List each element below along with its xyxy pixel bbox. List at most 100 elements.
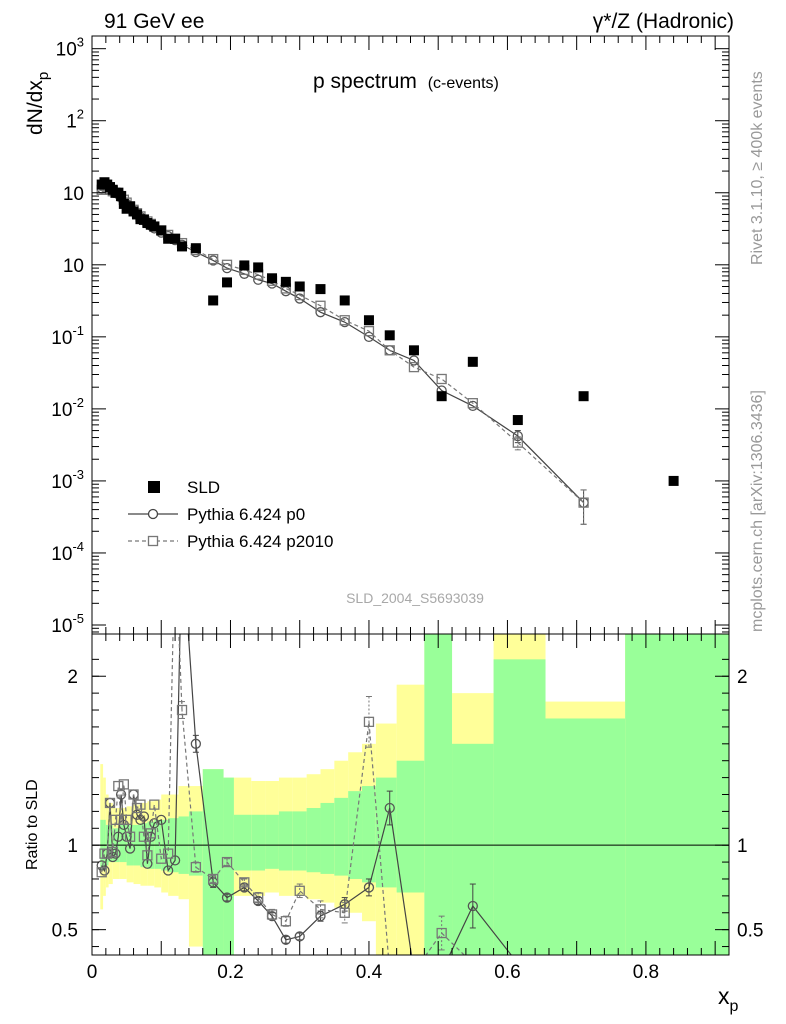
square-marker bbox=[266, 909, 278, 920]
data-point bbox=[239, 260, 250, 271]
circle-marker bbox=[169, 855, 181, 866]
band-inner bbox=[625, 634, 729, 955]
series-line bbox=[101, 634, 466, 955]
data-point bbox=[125, 201, 136, 212]
circle-marker bbox=[512, 430, 523, 442]
y-tick-label: 10 bbox=[63, 184, 84, 205]
band-inner bbox=[306, 808, 321, 873]
data-point bbox=[363, 315, 374, 326]
circle-marker bbox=[99, 865, 110, 876]
ratio-y-tick-label-left: 0.5 bbox=[52, 921, 78, 942]
header-left: 91 GeV ee bbox=[104, 10, 204, 33]
y-tick-base: 10 bbox=[56, 40, 77, 61]
header-right: γ*/Z (Hadronic) bbox=[593, 10, 734, 33]
band-inner bbox=[334, 797, 349, 876]
square-marker bbox=[239, 877, 250, 888]
y-tick-base: 10 bbox=[51, 472, 72, 493]
x-label-sub: p bbox=[730, 998, 739, 1015]
ratio-plot-series bbox=[92, 537, 729, 976]
y-tick-label: 10-2 bbox=[51, 395, 84, 421]
square-marker bbox=[115, 814, 127, 825]
data-point bbox=[294, 281, 305, 292]
square-marker bbox=[135, 799, 146, 810]
y-tick-exponent: -1 bbox=[72, 323, 84, 338]
square-marker bbox=[467, 398, 478, 409]
data-point bbox=[170, 233, 181, 244]
circle-marker bbox=[124, 843, 136, 854]
data-point bbox=[339, 295, 350, 306]
y-tick-base: 1 bbox=[66, 112, 77, 133]
band-inner bbox=[320, 802, 335, 874]
square-marker bbox=[149, 799, 160, 810]
data-point bbox=[190, 243, 201, 254]
legend-marker-sld bbox=[148, 481, 160, 493]
band-inner bbox=[251, 814, 266, 871]
y-tick-base: 10 bbox=[63, 184, 84, 205]
data-point bbox=[149, 221, 160, 232]
ratio-y-tick-label-left: 2 bbox=[67, 667, 78, 688]
band-inner bbox=[545, 718, 626, 955]
y-tick-base: 10 bbox=[63, 256, 84, 277]
data-point bbox=[578, 391, 589, 402]
top-y-label-sub: p bbox=[35, 72, 52, 80]
legend-marker-p2010 bbox=[147, 535, 159, 547]
circle-marker bbox=[190, 738, 202, 749]
x-tick-label: 0 bbox=[87, 962, 98, 983]
square-marker bbox=[121, 814, 132, 825]
ratio-y-tick-label-left: 1 bbox=[67, 836, 78, 857]
chart-title-main: p spectrum bbox=[313, 70, 417, 93]
circle-marker bbox=[178, 537, 187, 546]
x-axis-label: xp bbox=[718, 983, 739, 1015]
legend-label: SLD bbox=[187, 478, 220, 497]
square-marker bbox=[384, 345, 395, 356]
data-point bbox=[253, 262, 264, 273]
x-tick-label: 0.8 bbox=[633, 962, 659, 983]
square-marker bbox=[124, 831, 136, 842]
rivet-version-text: Rivet 3.1.10, ≥ 400k events bbox=[749, 71, 766, 265]
data-point bbox=[267, 273, 278, 284]
band-inner bbox=[493, 659, 546, 955]
circle-marker bbox=[110, 848, 121, 859]
legend: SLD Pythia 6.424 p0 Pythia 6.424 p2010 bbox=[128, 478, 334, 551]
square-marker bbox=[118, 779, 129, 790]
square-marker bbox=[512, 437, 523, 448]
y-tick-base: 10 bbox=[51, 328, 72, 349]
top-y-axis-label: dN/dxp bbox=[24, 72, 52, 135]
circle-marker bbox=[315, 307, 326, 318]
square-marker bbox=[110, 814, 121, 825]
data-point bbox=[384, 330, 395, 341]
square-marker bbox=[315, 300, 326, 311]
circle-marker bbox=[409, 967, 418, 976]
top-y-label-main: dN/dx bbox=[24, 80, 47, 135]
square-marker bbox=[163, 848, 174, 859]
y-tick-label: 10-3 bbox=[51, 467, 84, 493]
analysis-watermark: SLD_2004_S5693039 bbox=[346, 590, 484, 606]
ratio-y-tick-label-right: 1 bbox=[737, 836, 748, 857]
square-marker bbox=[221, 856, 233, 868]
square-marker bbox=[102, 848, 113, 859]
band-inner bbox=[396, 760, 425, 893]
band-inner bbox=[108, 824, 113, 863]
square-marker bbox=[524, 959, 533, 968]
y-tick-exponent: -2 bbox=[72, 395, 84, 410]
band-inner bbox=[154, 819, 162, 869]
circle-marker bbox=[363, 882, 375, 893]
y-tick-exponent: -3 bbox=[72, 467, 84, 482]
data-point bbox=[408, 345, 419, 356]
square-marker bbox=[131, 802, 143, 814]
y-tick-exponent: 3 bbox=[77, 35, 84, 50]
spectrum-plot-series bbox=[96, 177, 679, 525]
circle-marker bbox=[221, 892, 233, 903]
square-marker bbox=[363, 325, 375, 337]
ratio-uncertainty-bands bbox=[100, 634, 729, 955]
square-marker bbox=[138, 831, 150, 842]
square-marker bbox=[280, 916, 292, 927]
x-tick-label: 0.2 bbox=[217, 962, 243, 983]
data-point bbox=[222, 277, 233, 288]
square-marker bbox=[409, 967, 418, 976]
square-marker bbox=[315, 904, 326, 915]
band-inner bbox=[362, 786, 376, 883]
x-label-main: x bbox=[718, 983, 730, 1009]
square-marker bbox=[190, 861, 202, 873]
circle-marker bbox=[315, 910, 326, 922]
